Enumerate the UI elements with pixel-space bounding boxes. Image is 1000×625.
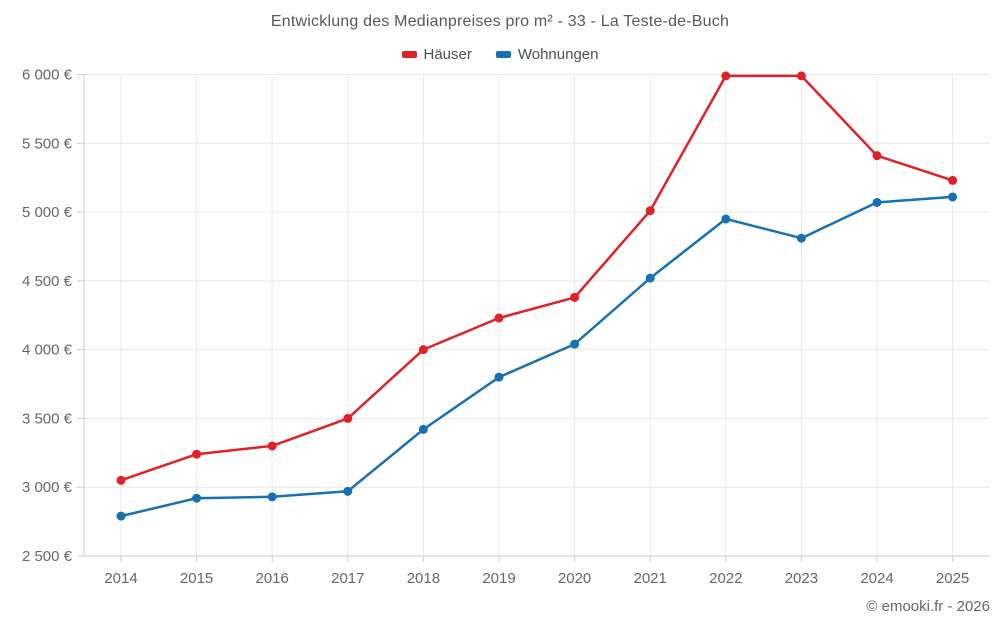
legend-item-wohnungen[interactable]: Wohnungen: [495, 46, 599, 63]
x-tick-label: 2019: [482, 570, 515, 587]
y-tick-label: 3 500 €: [22, 410, 73, 427]
data-point-häuser-2019[interactable]: [494, 313, 504, 323]
data-point-häuser-2014[interactable]: [116, 475, 126, 485]
data-point-häuser-2025[interactable]: [948, 175, 958, 185]
data-point-wohnungen-2021[interactable]: [645, 273, 655, 283]
series-line-häuser: [119, 74, 954, 482]
x-tick-label: 2021: [634, 570, 667, 587]
series-line-wohnungen: [119, 195, 954, 518]
haeuser-series-swatch-icon: [401, 51, 417, 58]
x-tick-label: 2024: [860, 570, 893, 587]
y-tick-label: 5 000 €: [22, 204, 73, 221]
x-tick-label: 2016: [256, 570, 289, 587]
data-point-wohnungen-2020[interactable]: [570, 339, 580, 349]
x-tick-label: 2014: [104, 570, 137, 587]
y-tick-label: 4 000 €: [22, 342, 73, 359]
data-point-wohnungen-2014[interactable]: [116, 511, 126, 521]
data-point-wohnungen-2016[interactable]: [267, 492, 277, 502]
data-point-wohnungen-2018[interactable]: [418, 424, 428, 434]
data-point-häuser-2018[interactable]: [418, 345, 428, 355]
data-point-wohnungen-2024[interactable]: [872, 197, 882, 207]
y-tick-label: 4 500 €: [22, 273, 73, 290]
data-point-wohnungen-2022[interactable]: [721, 214, 731, 224]
x-tick-label: 2020: [558, 570, 591, 587]
x-tick-label: 2015: [180, 570, 213, 587]
legend-label-haeuser: Häuser: [423, 46, 472, 63]
x-tick-label: 2025: [936, 570, 969, 587]
data-point-häuser-2023[interactable]: [796, 71, 806, 81]
data-point-häuser-2015[interactable]: [192, 449, 202, 459]
data-point-häuser-2024[interactable]: [872, 151, 882, 161]
data-point-häuser-2022[interactable]: [721, 71, 731, 81]
x-tick-label: 2022: [709, 570, 742, 587]
y-tick-label: 6 000 €: [22, 67, 73, 84]
y-tick-label: 2 500 €: [22, 548, 73, 565]
data-point-wohnungen-2025[interactable]: [948, 192, 958, 202]
data-point-wohnungen-2017[interactable]: [343, 486, 353, 496]
y-tick-label: 3 000 €: [22, 479, 73, 496]
wohnungen-series-swatch-icon: [495, 51, 511, 58]
data-point-häuser-2020[interactable]: [570, 292, 580, 302]
data-point-wohnungen-2015[interactable]: [192, 493, 202, 503]
legend-item-haeuser[interactable]: Häuser: [401, 46, 472, 63]
y-tick-label: 5 500 €: [22, 135, 73, 152]
legend: Häuser Wohnungen: [0, 46, 1000, 63]
data-point-wohnungen-2023[interactable]: [796, 233, 806, 243]
x-tick-label: 2023: [785, 570, 818, 587]
legend-label-wohnungen: Wohnungen: [517, 46, 599, 63]
x-tick-label: 2017: [331, 570, 364, 587]
chart-title: Entwicklung des Medianpreises pro m² - 3…: [270, 13, 730, 30]
data-point-häuser-2016[interactable]: [267, 441, 277, 451]
x-tick-label: 2018: [407, 570, 440, 587]
copyright-credit: © emooki.fr - 2026: [866, 598, 990, 615]
data-point-häuser-2017[interactable]: [343, 413, 353, 423]
data-point-wohnungen-2019[interactable]: [494, 372, 504, 382]
data-point-häuser-2021[interactable]: [645, 206, 655, 216]
